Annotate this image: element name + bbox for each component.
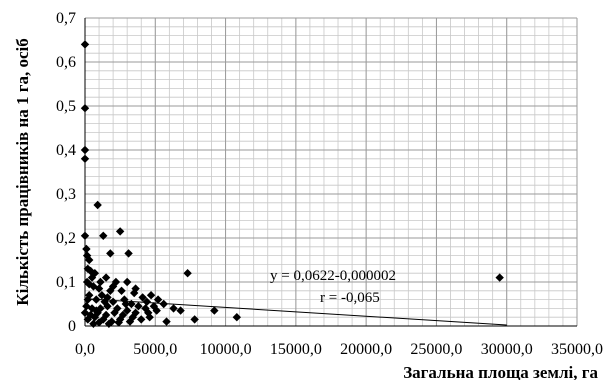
data-point (94, 318, 104, 327)
y-tick-label: 0,5 (56, 98, 76, 115)
x-tick-label: 35000,0 (551, 341, 603, 358)
data-point (87, 273, 97, 282)
data-point (92, 295, 101, 304)
data-point (80, 40, 90, 49)
data-point (86, 266, 95, 276)
x-tick-label: 20000,0 (340, 341, 392, 358)
data-point (80, 154, 90, 163)
data-point (176, 306, 185, 315)
data-point (85, 255, 94, 265)
data-point (122, 306, 132, 315)
data-point (82, 244, 91, 254)
x-axis-title: Загальна площа землі, га (403, 363, 598, 380)
data-point (115, 227, 125, 236)
data-point (232, 313, 242, 322)
data-point (159, 299, 168, 309)
data-point (80, 231, 90, 240)
data-point (82, 277, 92, 287)
data-point (138, 293, 147, 302)
data-points (80, 40, 504, 328)
data-point (121, 299, 130, 309)
data-point (142, 297, 152, 306)
data-point (104, 319, 114, 328)
regression-equation: y = 0,0622-0,000002 (270, 268, 396, 284)
data-point (124, 249, 133, 258)
y-tick-label: 0 (68, 318, 76, 335)
data-point (108, 282, 118, 291)
trendline (84, 298, 507, 326)
x-tick-label: 15000,0 (270, 341, 322, 358)
x-tick-label: 5000,0 (133, 341, 177, 358)
data-point (153, 295, 163, 304)
data-point (101, 310, 111, 320)
data-point (103, 302, 112, 311)
data-point (96, 277, 105, 287)
data-point (131, 284, 140, 293)
x-tick-label: 30000,0 (481, 341, 533, 358)
data-point (83, 295, 93, 304)
data-point (83, 315, 93, 324)
y-tick-labels: 0 0,1 0,2 0,3 0,4 0,5 0,6 0,7 (56, 10, 76, 335)
data-point (117, 286, 126, 295)
x-tick-labels: 0,0 5000,0 10000,0 15000,0 20000,0 25000,0 300… (75, 341, 603, 358)
data-point (146, 291, 156, 300)
y-tick-label: 0,3 (56, 186, 76, 203)
x-tick-label: 25000,0 (410, 341, 462, 358)
y-tick-label: 0,1 (56, 274, 76, 291)
data-point (190, 315, 199, 324)
data-point (89, 319, 98, 328)
data-point (183, 269, 192, 278)
data-point (127, 299, 136, 309)
data-point (134, 302, 143, 311)
data-point (106, 249, 115, 258)
data-point (169, 304, 178, 313)
data-point (90, 313, 100, 322)
data-point (108, 297, 118, 306)
data-point (80, 104, 90, 113)
y-tick-label: 0,4 (56, 142, 76, 159)
data-point (162, 317, 171, 326)
data-point (93, 200, 102, 210)
data-point (103, 293, 112, 302)
data-point (137, 315, 146, 324)
data-point (131, 308, 140, 317)
correlation-coefficient: r = -0,065 (320, 290, 380, 306)
data-point (99, 231, 108, 240)
data-point (210, 306, 219, 315)
data-point (114, 318, 123, 327)
data-point (110, 308, 119, 317)
x-tick-label: 0,0 (75, 341, 95, 358)
data-point (80, 145, 90, 155)
x-tick-label: 10000,0 (200, 341, 252, 358)
y-tick-label: 0,7 (56, 10, 76, 27)
y-tick-label: 0,2 (56, 230, 76, 247)
data-point (145, 313, 154, 322)
data-point (144, 308, 153, 317)
data-point (122, 277, 132, 287)
data-point (96, 304, 105, 313)
data-point (94, 284, 104, 293)
y-tick-label: 0,6 (56, 54, 76, 71)
data-point (101, 273, 111, 282)
data-point (125, 317, 135, 326)
data-point (115, 315, 125, 324)
data-point (152, 306, 161, 315)
data-point (495, 273, 504, 282)
y-axis-title: Кількість працівників на 1 га, осіб (13, 38, 32, 306)
data-point (92, 306, 101, 315)
